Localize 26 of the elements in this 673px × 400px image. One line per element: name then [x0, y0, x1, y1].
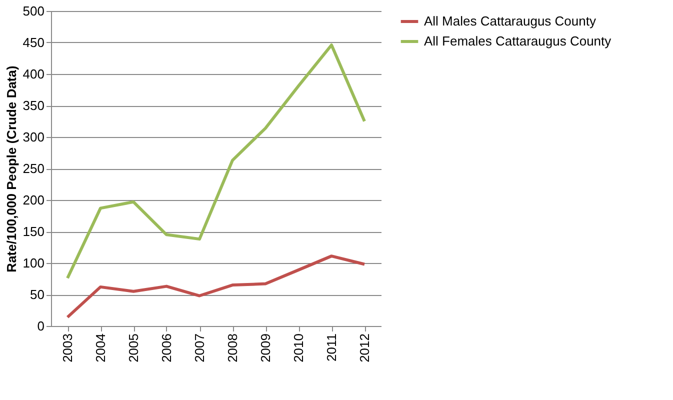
y-tick-label: 250	[22, 161, 44, 176]
x-tick-label: 2005	[126, 334, 141, 362]
x-tick-label: 2008	[225, 334, 240, 362]
line-series	[66, 44, 366, 280]
x-tick-label: 2007	[192, 334, 207, 362]
y-tick-label: 0	[37, 318, 44, 334]
x-tick-label: 2006	[159, 334, 174, 362]
y-tick-label: 100	[22, 256, 44, 270]
y-tick-label: 150	[22, 224, 44, 239]
x-tick-label: 2009	[258, 334, 273, 362]
x-tick-label: 2011	[324, 334, 339, 362]
x-tick-label: 2004	[93, 334, 108, 362]
y-axis-title: Rate/100,000 People (Crude Data)	[4, 66, 19, 272]
y-tick-label: 200	[22, 192, 44, 208]
y-tick-label: 400	[22, 66, 44, 82]
y-tick-label: 350	[22, 98, 44, 113]
x-tick-label: 2010	[291, 334, 306, 362]
x-tick-label: 2003	[60, 334, 75, 362]
y-tick-label: 300	[22, 130, 44, 144]
line-series	[66, 254, 366, 319]
legend-label: All Females Cattaraugus County	[424, 34, 612, 48]
y-tick-label: 500	[22, 4, 44, 18]
x-tick-label: 2012	[357, 334, 372, 362]
legend-label: All Males Cattaraugus County	[424, 14, 596, 28]
y-tick-label: 450	[22, 35, 44, 50]
y-tick-label: 50	[30, 287, 44, 302]
